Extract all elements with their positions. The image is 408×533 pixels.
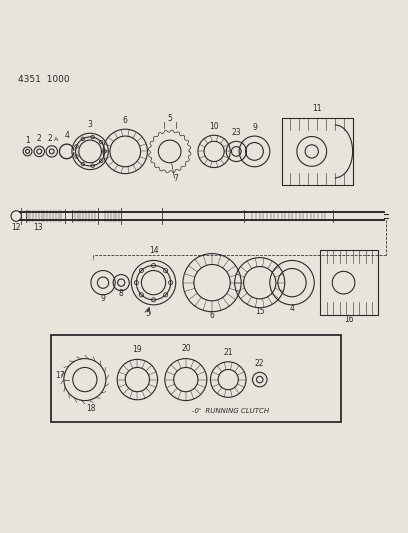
Text: 12: 12: [11, 223, 21, 232]
Text: 16: 16: [345, 315, 354, 324]
Bar: [320, 251, 379, 315]
Text: 7: 7: [173, 174, 178, 183]
Text: 17: 17: [55, 370, 65, 379]
Text: 21: 21: [224, 348, 233, 357]
Text: 19: 19: [133, 345, 142, 354]
Text: 8: 8: [119, 289, 124, 298]
Text: 9: 9: [252, 123, 257, 132]
Text: -0'  RUNNING CLUTCH: -0' RUNNING CLUTCH: [192, 408, 269, 414]
Text: 2: 2: [48, 133, 53, 142]
Bar: [51, 335, 341, 422]
Text: 4351  1000: 4351 1000: [18, 75, 70, 84]
Text: 5: 5: [167, 114, 172, 123]
Text: 20: 20: [181, 344, 191, 353]
Text: 4: 4: [64, 132, 69, 141]
Text: 14: 14: [149, 246, 158, 255]
Text: 6: 6: [210, 311, 215, 320]
Text: 10: 10: [209, 122, 219, 131]
Bar: [282, 118, 353, 184]
Text: 13: 13: [33, 223, 43, 232]
Text: 6: 6: [123, 116, 128, 125]
Text: 5: 5: [145, 309, 150, 318]
Text: 15: 15: [255, 307, 264, 316]
Text: 23: 23: [231, 128, 241, 138]
Text: 9: 9: [101, 294, 106, 303]
Text: 11: 11: [312, 104, 322, 113]
Text: 22: 22: [255, 359, 264, 368]
Text: 1: 1: [25, 135, 30, 144]
Text: A: A: [54, 136, 58, 141]
Text: 4: 4: [290, 304, 295, 313]
Text: 2: 2: [37, 134, 42, 143]
Text: 18: 18: [86, 403, 96, 413]
Text: 3: 3: [88, 120, 93, 129]
